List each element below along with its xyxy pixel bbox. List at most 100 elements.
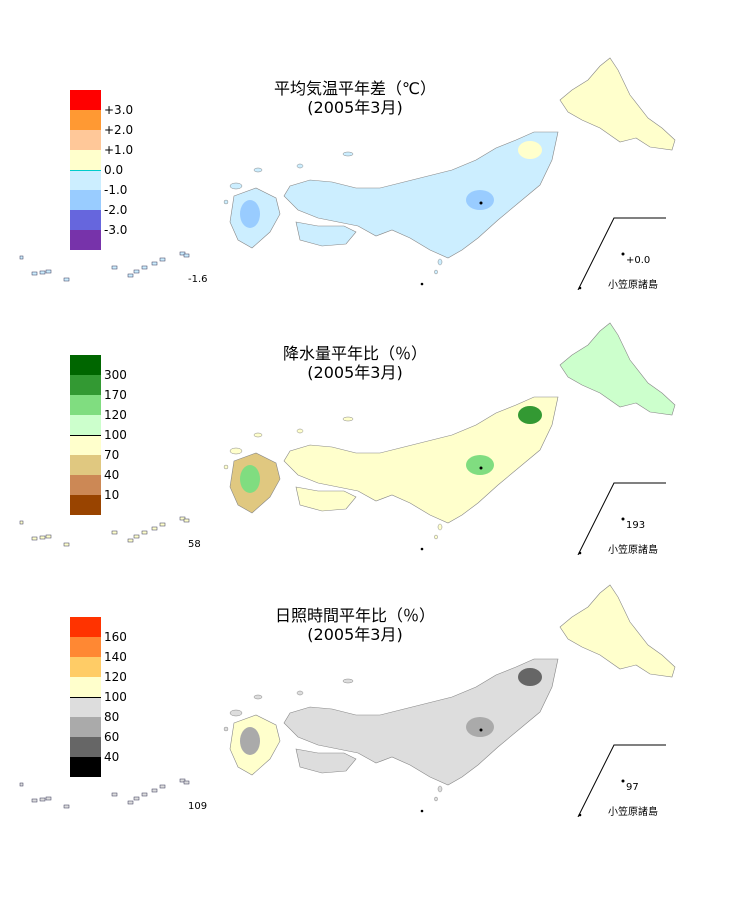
legend-label: +1.0 — [104, 143, 134, 157]
island — [127, 800, 134, 805]
station-value-amami: 58 — [188, 539, 201, 550]
island — [229, 182, 243, 190]
legend-swatch — [70, 757, 101, 777]
island — [151, 788, 158, 793]
legend-swatch — [70, 130, 101, 150]
station-value-chichijima: 97 — [626, 782, 639, 793]
island — [19, 782, 24, 787]
island — [253, 167, 263, 173]
legend-swatch — [70, 170, 101, 190]
station-value-chichijima: 193 — [626, 520, 645, 531]
legend-swatch — [70, 415, 101, 435]
map-title: 日照時間平年比（％） — [274, 606, 435, 625]
legend-swatch — [70, 737, 101, 757]
legend-swatch — [70, 190, 101, 210]
island — [434, 534, 438, 540]
anomaly-area — [466, 455, 494, 475]
minamitori-marker — [578, 551, 582, 555]
chichijima-marker — [621, 517, 625, 521]
island — [159, 784, 166, 789]
island — [19, 255, 24, 260]
hachijo-marker — [420, 547, 424, 551]
island — [179, 516, 186, 521]
legend-swatch — [70, 495, 101, 515]
legend-label: -3.0 — [104, 223, 128, 237]
island — [179, 778, 186, 783]
island — [39, 270, 46, 275]
island — [179, 251, 186, 256]
island — [127, 273, 134, 278]
island — [151, 261, 158, 266]
island — [434, 796, 438, 802]
island — [111, 530, 118, 535]
panel-precipitation: 降水量平年比（％）(2005年3月)3001701201007040101001… — [0, 265, 750, 555]
hachijo-marker — [420, 282, 424, 286]
legend-swatch — [70, 210, 101, 230]
legend-label: 40 — [104, 750, 120, 764]
legend-swatch — [70, 475, 101, 495]
legend-swatch — [70, 375, 101, 395]
island — [342, 151, 354, 157]
legend-label: 70 — [104, 448, 120, 462]
panel-sunshine: 日照時間平年比（％）(2005年3月)160140120100806040779… — [0, 527, 750, 817]
legend-swatch — [70, 455, 101, 475]
island — [141, 792, 148, 797]
anomaly-area — [466, 717, 494, 737]
island — [45, 796, 52, 801]
legend-swatch — [70, 90, 101, 110]
station-value-amami: -1.6 — [188, 274, 208, 285]
island — [133, 534, 140, 539]
island — [39, 535, 46, 540]
chichijima-marker — [621, 252, 625, 256]
region-shikoku — [295, 221, 357, 247]
legend-swatch — [70, 230, 101, 250]
legend-label: 100 — [104, 690, 127, 704]
legend-swatch — [70, 355, 101, 375]
island — [296, 428, 304, 434]
legend-swatch — [70, 395, 101, 415]
chichijima-marker — [621, 779, 625, 783]
inset-label: 小笠原諸島 — [608, 805, 658, 817]
island — [437, 258, 443, 266]
legend-label: 160 — [104, 630, 127, 644]
legend-label: 40 — [104, 468, 120, 482]
island — [183, 518, 190, 523]
legend-label: 10 — [104, 488, 120, 502]
inset-label: 小笠原諸島 — [608, 278, 658, 290]
island — [31, 798, 38, 803]
legend-label: +3.0 — [104, 103, 134, 117]
map-subtitle: (2005年3月) — [307, 363, 403, 382]
island — [342, 678, 354, 684]
legend-swatch — [70, 110, 101, 130]
island — [63, 804, 70, 809]
island — [437, 785, 443, 793]
station-value-amami: 109 — [188, 801, 207, 812]
hachijo-marker — [420, 809, 424, 813]
minamitori-marker — [578, 286, 582, 290]
anomaly-area — [240, 200, 260, 228]
legend-label: 140 — [104, 650, 127, 664]
island — [434, 269, 438, 275]
island — [133, 796, 140, 801]
legend-label: 100 — [104, 428, 127, 442]
map-title: 降水量平年比（％） — [282, 344, 427, 363]
legend-label: 120 — [104, 670, 127, 684]
island — [296, 690, 304, 696]
region-honshu — [283, 131, 559, 259]
island — [296, 163, 304, 169]
legend-label: 300 — [104, 368, 127, 382]
island — [45, 534, 52, 539]
anomaly-area — [518, 668, 542, 686]
inset-frame — [577, 482, 666, 555]
anomaly-area — [240, 465, 260, 493]
island — [19, 520, 24, 525]
region-hokkaido — [559, 57, 676, 151]
legend-swatch — [70, 637, 101, 657]
island — [223, 199, 229, 205]
island — [133, 269, 140, 274]
legend-swatch — [70, 617, 101, 637]
japan-map: 1001065818880193小笠原諸島 — [19, 322, 676, 555]
island — [31, 536, 38, 541]
anomaly-area — [518, 406, 542, 424]
island — [31, 271, 38, 276]
